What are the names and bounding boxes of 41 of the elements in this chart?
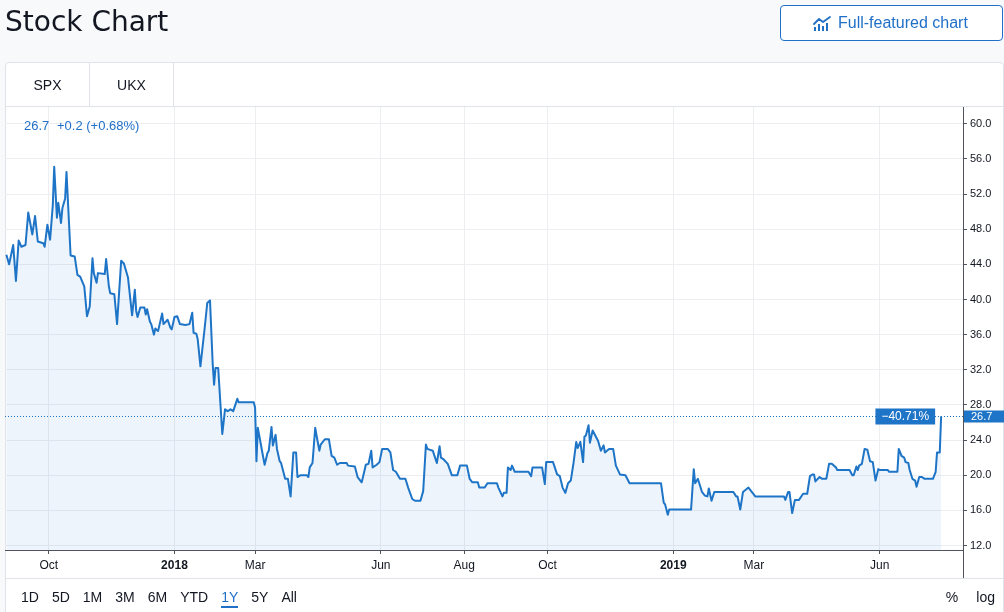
y-tick-label: 52.0 <box>970 187 992 200</box>
text: 3M <box>115 589 135 607</box>
x-tick-label: Mar <box>244 557 266 572</box>
text: SPX <box>33 76 62 93</box>
y-tick-label: 32.0 <box>970 362 992 375</box>
x-tick-label: Oct <box>538 557 558 572</box>
x-tick-label: Aug <box>453 557 475 572</box>
x-tick-label: 2019 <box>659 557 687 572</box>
y-tick-label: 16.0 <box>970 503 992 516</box>
x-tick-label: Mar <box>743 557 765 572</box>
y-tick-label: 44.0 <box>970 257 992 270</box>
text: Full-featured chart <box>838 14 968 32</box>
text: YTD <box>180 589 209 607</box>
text: 1Y <box>221 589 239 608</box>
text: 5Y <box>251 589 269 607</box>
text: 26.7 <box>971 410 993 423</box>
y-tick-label: 60.0 <box>970 116 992 129</box>
x-tick-label: 2018 <box>161 557 189 572</box>
annotation: +0.2 (+0.68%) <box>57 118 140 133</box>
text: 1D <box>21 589 39 607</box>
y-tick-label: 48.0 <box>970 222 992 235</box>
text: log <box>976 589 995 606</box>
y-tick-label: 24.0 <box>970 433 992 446</box>
y-tick-label: 28.0 <box>970 398 992 410</box>
chart-title: Stock Chart <box>5 5 169 39</box>
text: UKX <box>117 76 146 93</box>
annotation: 26.7 <box>24 118 50 133</box>
y-tick-label: 56.0 <box>970 151 992 164</box>
y-tick-label: 36.0 <box>970 327 992 340</box>
text: 5D <box>51 589 70 607</box>
text: % <box>945 589 959 606</box>
x-tick-label: Jun <box>371 557 391 572</box>
y-tick-label: 40.0 <box>970 292 992 305</box>
ref-line-label: −40.71% <box>881 409 930 424</box>
text: 1M <box>82 589 103 607</box>
text: 6M <box>147 589 168 607</box>
x-tick-label: Jun <box>869 557 890 572</box>
y-tick-label: 12.0 <box>970 538 992 551</box>
text: All <box>281 589 297 607</box>
y-tick-label: 20.0 <box>970 468 992 481</box>
x-tick-label: Oct <box>39 557 59 572</box>
